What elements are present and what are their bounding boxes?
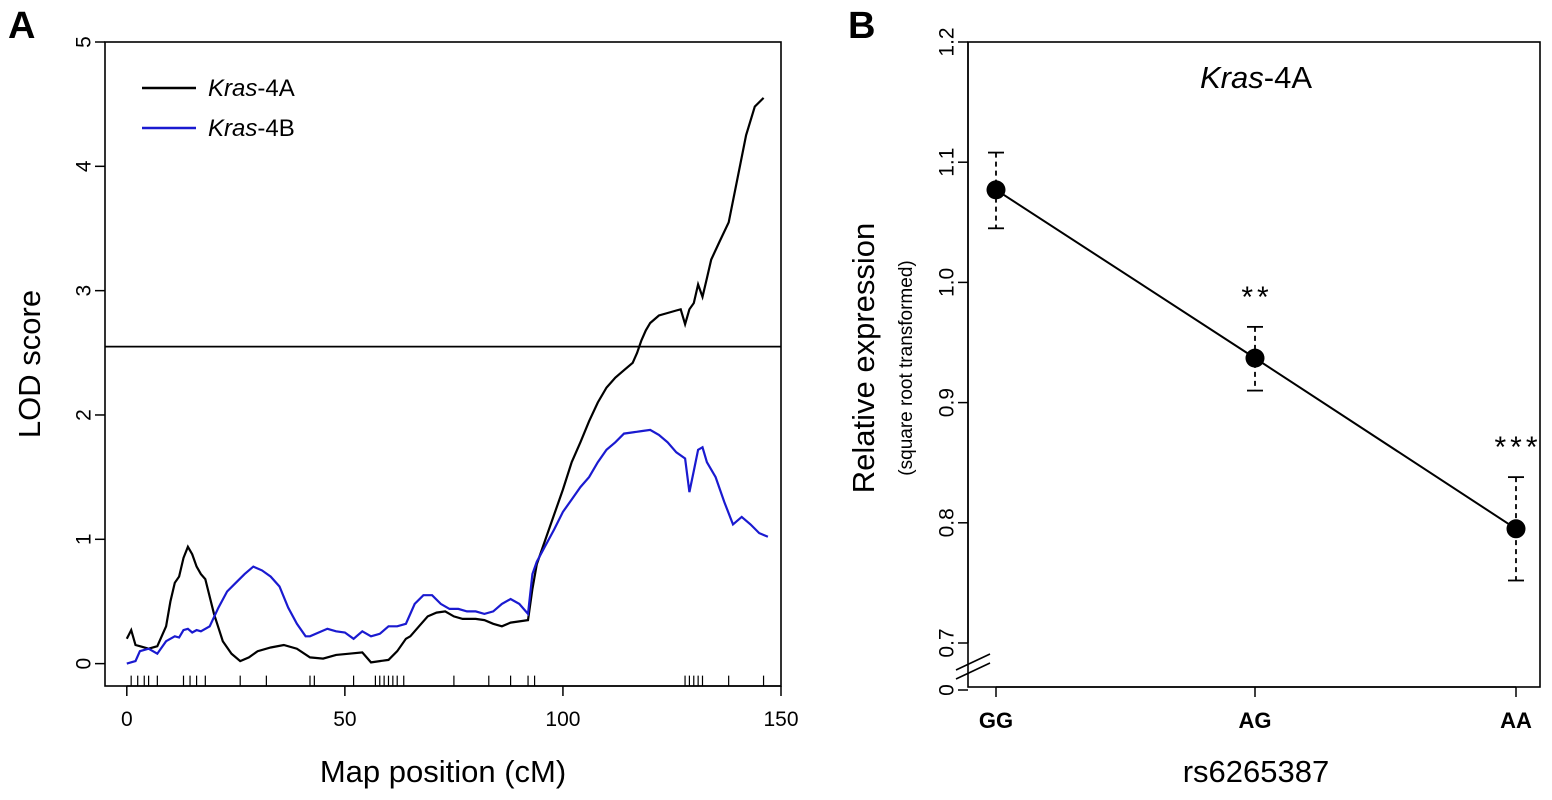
panel-a-letter: A <box>8 5 35 47</box>
panel-a-x-axis-title: Map position (cM) <box>320 754 566 789</box>
panel-b-y-tick-label: 1.2 <box>935 27 958 56</box>
marker-rug <box>130 675 765 686</box>
axis-break-mark-lower <box>955 662 991 680</box>
panel-b-y-tick-label: 0.8 <box>935 508 958 537</box>
panel-a-x-tick-label: 100 <box>545 708 580 731</box>
panel-b-y-axis-subtitle: (square root transformed) <box>896 260 917 475</box>
legend: Kras-4A Kras-4B <box>142 75 295 142</box>
axis-break-mark-upper <box>955 653 991 671</box>
data-point-ag <box>1245 348 1265 368</box>
panel-a-x-tick-label: 150 <box>763 708 798 731</box>
panel-a-y-tick-label: 0 <box>72 658 95 670</box>
panel-a-y-tick-label: 1 <box>72 533 95 545</box>
panel-a-y-tick-label: 3 <box>72 285 95 297</box>
panel-a-y-tick-label: 5 <box>72 36 95 48</box>
legend-label-kras-4a-italic: Kras <box>208 75 257 102</box>
genotype-label-aa: AA <box>1500 708 1532 733</box>
panel-a-y-axis-title: LOD score <box>12 290 47 438</box>
panel-b-y-tick-label: 0.9 <box>935 388 958 417</box>
panel-b-letter: B <box>848 5 875 47</box>
panel-b-y-tick-label: 1.0 <box>935 268 958 297</box>
panel-b-y-axis-title: Relative expression <box>846 223 881 494</box>
panel-a-x-tick-label: 50 <box>333 708 356 731</box>
legend-label-kras-4b-italic: Kras <box>208 115 257 142</box>
panel-b-title-suffix: -4A <box>1264 60 1313 95</box>
series-line-kras-4b <box>126 428 769 665</box>
panel-a-y-axis: 0 1 2 3 4 5 <box>72 36 105 669</box>
genotype-label-gg: GG <box>979 708 1013 733</box>
panel-b-x-axis: GG AG AA <box>979 686 1532 733</box>
panel-a-x-tick-label: 0 <box>121 708 133 731</box>
significance-label: ** <box>1241 281 1272 314</box>
legend-label-kras-4b: Kras-4B <box>208 115 295 142</box>
panel-b-y-tick-label: 0 <box>935 684 958 696</box>
expression-points: ***** <box>986 151 1541 582</box>
legend-label-kras-4a-suffix: -4A <box>257 75 294 102</box>
legend-label-kras-4a: Kras-4A <box>208 75 295 102</box>
panel-b-plot-title: Kras-4A <box>1200 60 1312 95</box>
panel-b-chart: B Kras-4A 0 0.7 0.8 0.9 1.0 1.1 1.2 GG AG AA Rel… <box>846 5 1541 789</box>
data-point-gg <box>986 180 1006 200</box>
panel-a-y-tick-label: 2 <box>72 409 95 421</box>
series-line-kras-4a <box>125 97 765 664</box>
panel-a-y-tick-label: 4 <box>72 160 95 172</box>
panel-b-title-italic: Kras <box>1200 60 1264 95</box>
panel-b-y-tick-label: 0.7 <box>935 628 958 657</box>
panel-b-y-axis: 0 0.7 0.8 0.9 1.0 1.1 1.2 <box>935 27 969 696</box>
panel-a-x-axis: 0 50 100 150 <box>121 685 799 731</box>
panel-a-chart: A 0 1 2 3 4 5 0 50 100 150 LOD score Map positio… <box>8 5 799 789</box>
panel-b-y-tick-label: 1.1 <box>935 148 958 177</box>
axis-break <box>955 653 991 680</box>
significance-label: *** <box>1494 431 1541 464</box>
panel-b-x-axis-title: rs6265387 <box>1183 754 1330 789</box>
panel-a-plot-frame <box>104 41 782 687</box>
data-point-aa <box>1506 519 1526 539</box>
legend-label-kras-4b-suffix: -4B <box>257 115 294 142</box>
genotype-label-ag: AG <box>1239 708 1272 733</box>
